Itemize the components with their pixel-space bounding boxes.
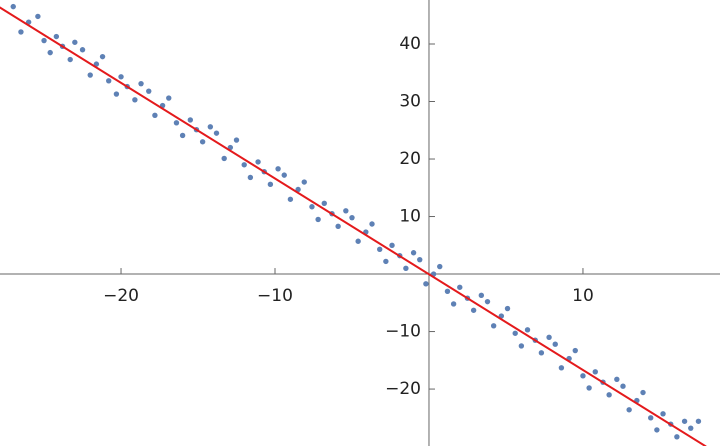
point: [580, 373, 586, 379]
point: [106, 78, 112, 84]
point: [389, 242, 395, 248]
point: [35, 13, 41, 20]
y-tick-label: 30: [399, 92, 421, 112]
point: [118, 74, 124, 80]
point: [512, 330, 518, 336]
y-tick-label: 10: [399, 207, 421, 227]
point: [309, 204, 315, 210]
y-tick-label: 20: [399, 149, 421, 169]
point: [321, 200, 327, 207]
point: [674, 434, 680, 440]
point: [10, 3, 16, 10]
point: [695, 418, 702, 424]
point: [47, 49, 53, 56]
point: [688, 425, 694, 431]
point: [444, 288, 451, 294]
point: [423, 281, 429, 287]
point: [187, 117, 194, 123]
point: [335, 223, 341, 230]
point: [490, 323, 497, 329]
point: [417, 256, 423, 263]
point: [349, 214, 355, 221]
point: [199, 139, 206, 145]
point: [79, 47, 86, 53]
point: [152, 112, 158, 119]
point: [207, 124, 214, 130]
point: [281, 172, 287, 178]
point: [377, 246, 383, 253]
point: [437, 263, 443, 270]
point: [470, 307, 477, 313]
x-tick-label: −20: [103, 286, 139, 306]
y-tick-label: −10: [385, 322, 421, 342]
point: [295, 186, 301, 193]
point: [620, 383, 626, 389]
point: [552, 341, 558, 347]
point: [681, 418, 688, 424]
point: [538, 350, 545, 356]
point: [275, 166, 281, 172]
fit-line: [0, 6, 707, 446]
point: [648, 415, 654, 421]
point: [179, 132, 186, 139]
point: [99, 53, 106, 60]
x-tick-label: −10: [257, 286, 293, 306]
point: [173, 120, 180, 126]
point: [255, 159, 261, 165]
point: [504, 305, 511, 312]
point: [343, 208, 349, 214]
point: [213, 130, 220, 136]
point: [383, 258, 389, 265]
point: [241, 162, 247, 168]
point: [660, 411, 666, 417]
point: [301, 179, 307, 185]
point: [457, 284, 463, 290]
point: [146, 88, 152, 94]
point: [233, 137, 240, 143]
point: [113, 91, 120, 97]
point: [558, 365, 565, 371]
point: [410, 250, 417, 256]
point: [67, 56, 73, 63]
point: [315, 216, 321, 223]
point: [267, 181, 274, 188]
point: [355, 238, 361, 244]
point: [606, 392, 612, 398]
point: [654, 427, 660, 433]
point: [546, 334, 552, 341]
point: [524, 327, 531, 333]
point: [93, 61, 100, 67]
y-tick-label: −20: [385, 379, 421, 399]
point: [166, 95, 172, 101]
point: [586, 385, 592, 391]
point: [53, 33, 60, 40]
point: [87, 72, 93, 78]
y-tick-label: 40: [399, 34, 421, 54]
point: [138, 80, 144, 87]
point: [72, 39, 78, 45]
point: [592, 369, 598, 375]
point: [484, 298, 491, 305]
point: [626, 407, 632, 413]
point: [369, 221, 375, 227]
point: [450, 301, 457, 307]
point: [132, 97, 138, 103]
point: [18, 29, 24, 35]
point: [221, 155, 227, 162]
point: [478, 292, 485, 299]
point: [572, 347, 578, 354]
point: [287, 196, 294, 202]
point: [640, 389, 646, 396]
point: [614, 376, 620, 382]
point: [403, 265, 409, 271]
point: [41, 37, 47, 44]
point: [518, 343, 525, 349]
x-tick-label: 10: [572, 286, 594, 306]
point: [247, 174, 254, 181]
